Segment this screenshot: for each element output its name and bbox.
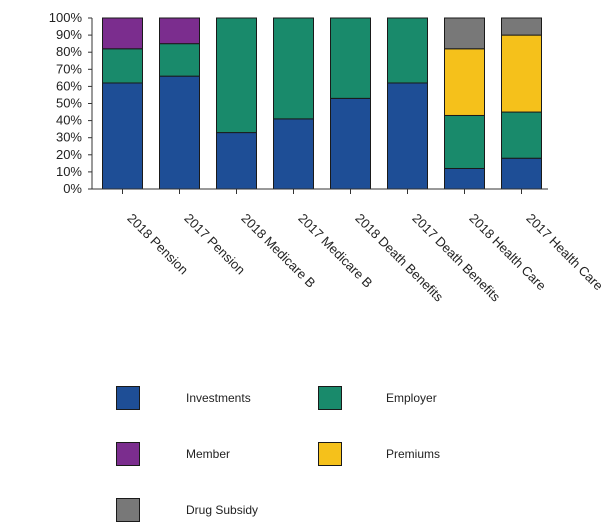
legend-swatch-employer [318,386,342,410]
bar-segment-employer [273,17,314,120]
legend-label-investments: Investments [186,391,251,405]
bar-segment-employer [216,17,257,134]
bar-segment-drug-subsidy [501,17,542,36]
y-tick-label: 40% [56,113,82,128]
y-tick-label: 0% [63,181,82,196]
bar-segment-employer [501,111,542,159]
legend-label-premiums: Premiums [386,447,441,461]
y-tick-label: 20% [56,147,82,162]
bar-segment-drug-subsidy [444,17,485,50]
legend-label-drug-subsidy: Drug Subsidy [186,503,259,517]
legend-swatch-premiums [318,442,342,466]
legend-label-member: Member [186,447,231,461]
bar-segment-investments [444,167,485,190]
legend-swatch-drug-subsidy [116,498,140,522]
legend-swatch-investments [116,386,140,410]
y-tick-label: 30% [56,130,82,145]
bar-segment-employer [102,48,143,84]
legend: Investments Employer Member Premiums Dru… [0,378,616,523]
bar-segment-employer [159,43,200,77]
bar-segment-member [102,17,143,50]
bar-segment-employer [444,114,485,169]
y-tick-label: 50% [56,96,82,111]
y-tick-label: 80% [56,44,82,59]
y-axis: 0% 10% 20% 30% 40% 50% 60% 70% 80% 90% 100% [49,10,93,196]
bar-segment-premiums [444,48,485,116]
bar-segment-investments [273,118,314,190]
y-tick-label: 60% [56,78,82,93]
y-tick-label: 90% [56,27,82,42]
bar-segment-premiums [501,34,542,113]
bar-segment-investments [501,157,542,190]
bar-segment-investments [330,97,371,190]
y-tick-label: 70% [56,61,82,76]
stacked-bar-chart: 0% 10% 20% 30% 40% 50% 60% 70% 80% 90% 100% 2018 P… [49,10,606,305]
y-tick-label: 10% [56,164,82,179]
bar-segment-investments [102,82,143,190]
bar-segment-investments [216,132,257,190]
bar-segment-member [159,17,200,45]
bar-segment-employer [330,17,371,99]
legend-swatch-member [116,442,140,466]
legend-label-employer: Employer [386,391,437,405]
bars [102,17,542,190]
bar-segment-investments [387,82,428,190]
y-tick-label: 100% [49,10,83,25]
bar-segment-employer [387,17,428,84]
bar-segment-investments [159,75,200,190]
